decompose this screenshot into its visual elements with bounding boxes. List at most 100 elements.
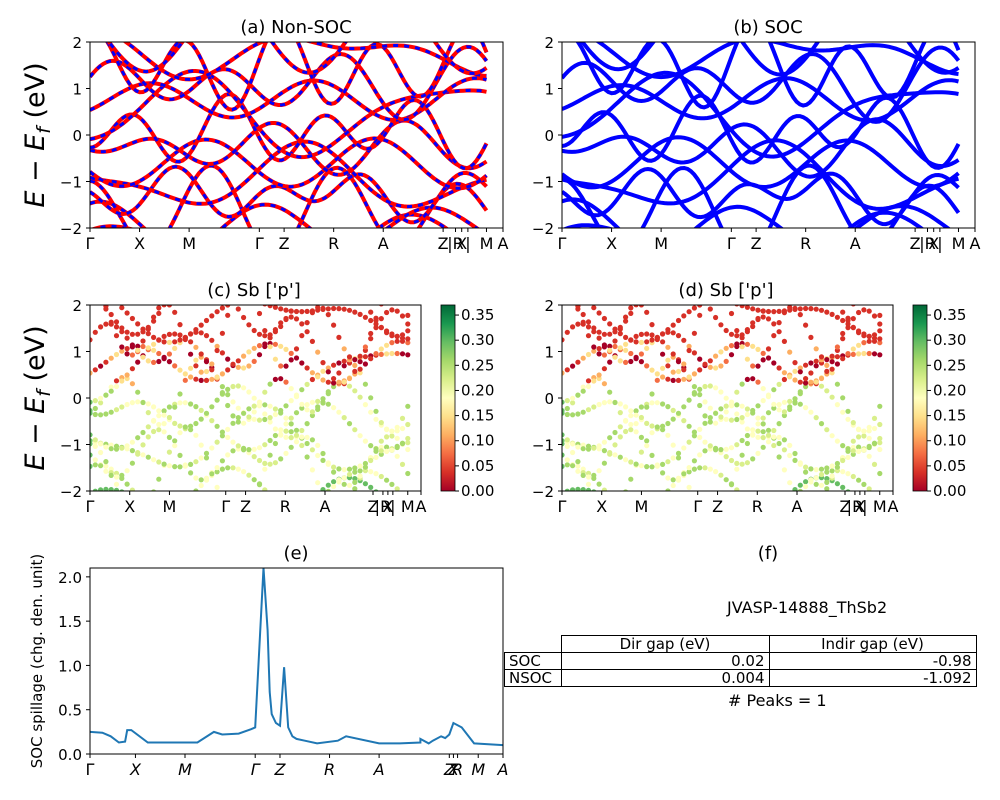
projection-dot — [193, 327, 199, 333]
projection-dot — [718, 519, 723, 524]
projection-dot — [750, 524, 755, 529]
projection-dot — [278, 431, 284, 437]
projection-dot — [357, 473, 363, 479]
projection-dot — [368, 395, 374, 401]
projection-dot — [803, 384, 809, 390]
projection-dot — [871, 415, 878, 421]
projection-dot — [352, 388, 358, 394]
header-dir-gap: Dir gap (eV) — [560, 635, 770, 653]
projection-dot — [299, 427, 305, 434]
projection-dot — [246, 472, 252, 478]
projection-dot — [172, 404, 178, 410]
projection-dot — [834, 481, 841, 487]
projection-dot — [612, 399, 618, 406]
projection-dot — [341, 379, 347, 385]
projection-dot — [638, 339, 645, 345]
projection-dot — [214, 397, 220, 403]
projection-dot — [856, 309, 862, 316]
projection-dot — [840, 336, 846, 342]
projection-dot — [765, 410, 772, 416]
projection-dot — [283, 346, 289, 352]
projection-dot — [575, 392, 581, 398]
projection-dot — [644, 284, 649, 289]
projection-dot — [341, 481, 347, 487]
projection-dot — [203, 455, 210, 461]
projection-dot — [342, 267, 347, 272]
projection-dot — [230, 448, 236, 454]
projection-dot — [633, 408, 639, 414]
projection-dot — [728, 417, 735, 423]
projection-dot — [803, 483, 809, 490]
x-tick-label: | — [465, 234, 470, 253]
projection-dot — [199, 261, 204, 266]
projection-dot — [256, 310, 263, 317]
projection-dot — [177, 464, 183, 470]
x-tick-label: M — [873, 497, 887, 516]
projection-dot — [98, 295, 103, 300]
projection-dot — [256, 343, 263, 349]
projection-dot — [607, 321, 613, 327]
projection-dot — [325, 482, 331, 488]
projection-dot — [188, 423, 194, 429]
projection-dot — [776, 329, 782, 335]
projection-dot — [866, 435, 872, 441]
projection-dot — [389, 333, 395, 339]
projection-dot — [262, 402, 268, 408]
x-tick-label: Γ — [693, 497, 702, 516]
projection-dot — [399, 313, 406, 319]
projection-dot — [119, 445, 125, 451]
x-tick-label: M — [178, 760, 192, 779]
projection-dot — [697, 356, 703, 362]
projection-dot — [394, 333, 400, 339]
projection-dot — [681, 361, 687, 367]
projection-dot — [177, 498, 182, 503]
projection-dot — [580, 487, 586, 491]
projection-dot — [98, 297, 103, 302]
projection-dot — [166, 331, 172, 337]
table-row: NSOC 0.004 -1.092 — [504, 669, 977, 687]
projection-dot — [867, 289, 872, 294]
projection-dot — [394, 435, 400, 441]
projection-dot — [108, 319, 114, 325]
projection-dot — [585, 324, 592, 330]
x-tick-label: A — [320, 497, 331, 516]
projection-dot — [744, 341, 751, 347]
projection-dot — [235, 466, 241, 472]
projection-dot — [607, 450, 613, 456]
projection-dot — [246, 349, 252, 355]
projection-dot — [399, 441, 406, 447]
projection-dot — [723, 454, 729, 460]
projection-dot — [840, 309, 846, 315]
y-tick-label: 2.0 — [58, 569, 82, 587]
projection-dot — [691, 390, 698, 396]
projection-dot — [103, 359, 109, 365]
projection-dot — [315, 374, 321, 380]
projection-dot — [834, 344, 841, 350]
projection-dot — [103, 459, 109, 465]
projection-dot — [299, 321, 305, 327]
projection-dot — [225, 426, 231, 432]
projection-dot — [352, 427, 358, 433]
projection-dot — [745, 525, 750, 530]
projection-dot — [750, 343, 756, 349]
projection-dot — [623, 318, 629, 324]
y-tick-label: 0 — [544, 127, 554, 145]
projection-dot — [760, 357, 766, 363]
projection-dot — [744, 406, 751, 412]
projection-dot — [697, 392, 703, 398]
projection-dot — [283, 428, 289, 434]
projection-dot — [315, 398, 321, 404]
projection-dot — [861, 447, 867, 453]
projection-dot — [251, 358, 257, 364]
projection-dot — [871, 425, 878, 432]
projection-dot — [824, 476, 830, 482]
projection-dot — [713, 445, 719, 451]
projection-dot — [188, 461, 194, 467]
projection-dot — [649, 332, 655, 338]
y-tick-label: 1 — [544, 344, 554, 362]
projection-dot — [113, 487, 120, 491]
projection-dot — [564, 457, 570, 463]
projection-dot — [797, 461, 803, 467]
projection-dot — [871, 313, 878, 319]
projection-dot — [235, 306, 241, 312]
